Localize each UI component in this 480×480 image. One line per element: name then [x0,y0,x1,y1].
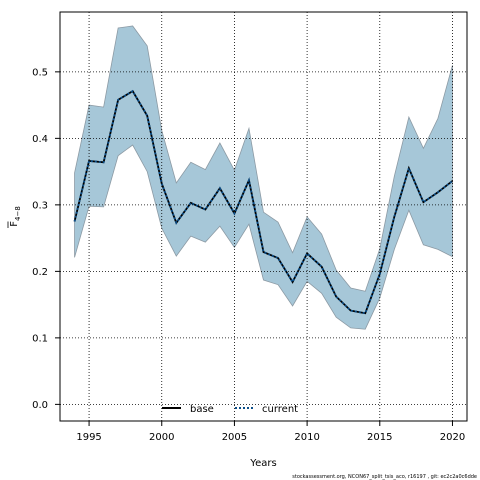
y-tick-label: 0.0 [32,400,48,411]
y-axis: 0.0 0.1 0.2 0.3 0.4 0.5 [32,67,60,411]
series-line-base [73,89,454,315]
x-tick-label: 2005 [222,432,247,443]
x-tick-label: 2010 [294,432,319,443]
x-tick-label: 2015 [367,432,392,443]
y-axis-title-main: F [9,221,20,227]
legend-label-base: base [190,404,214,415]
confidence-band [74,25,453,330]
x-tick-label: 2020 [440,432,465,443]
y-axis-title-sub: 4−8 [14,206,22,221]
svg-text:F4−8: F4−8 [9,206,22,227]
y-tick-label: 0.2 [32,267,48,278]
y-tick-label: 0.3 [32,200,48,211]
legend: base current [162,404,298,415]
footer-credit: stockassessment.org, NCON67_split_tsis_a… [292,474,477,480]
x-tick-label: 1995 [76,432,101,443]
confidence-band-layer [74,25,453,330]
y-axis-title: F4−8 [7,206,22,228]
x-tick-label: 2000 [149,432,174,443]
series-layer [73,89,454,315]
grid-layer [60,12,467,421]
y-tick-label: 0.4 [32,134,48,145]
x-axis-title: Years [249,458,276,469]
y-tick-label: 0.1 [32,333,48,344]
y-tick-label: 0.5 [32,67,48,78]
legend-label-current: current [262,404,298,415]
x-axis: 1995 2000 2005 2010 2015 2020 [76,421,465,443]
plot-frame [59,11,468,422]
